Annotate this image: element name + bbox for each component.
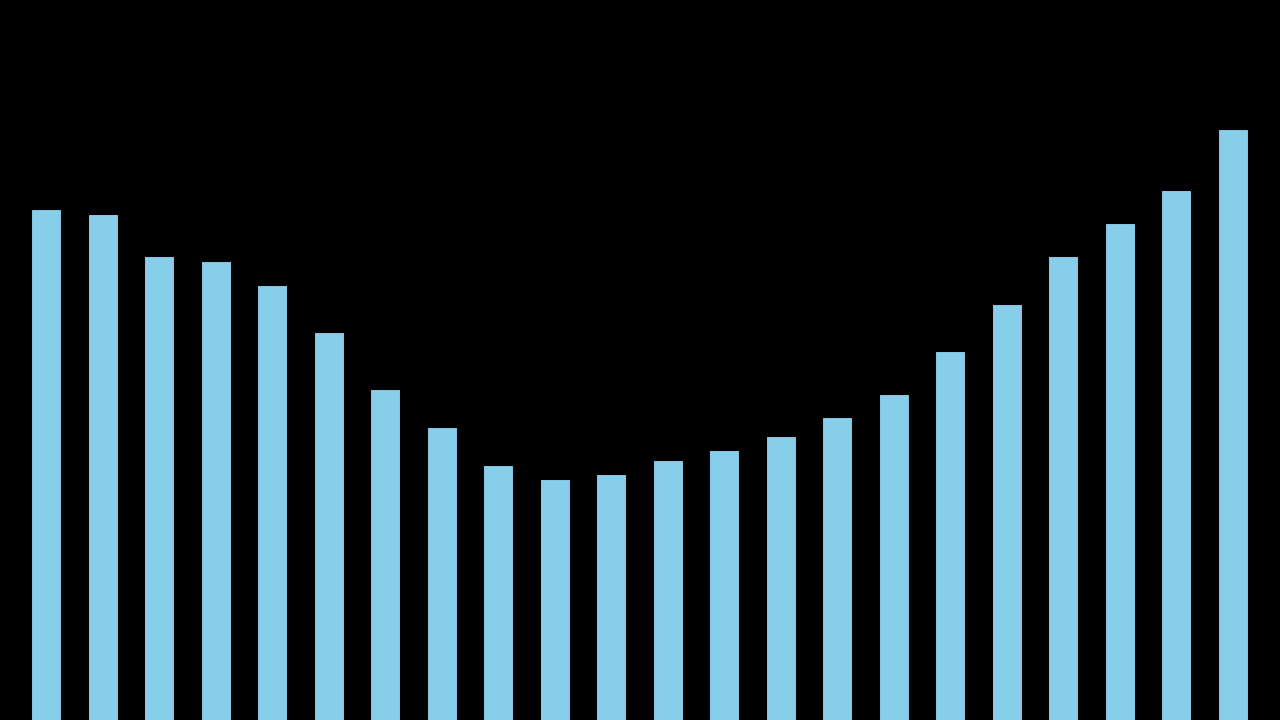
Bar xyxy=(596,474,627,720)
Bar xyxy=(1217,129,1249,720)
Bar xyxy=(822,417,854,720)
Bar xyxy=(257,284,288,720)
Bar xyxy=(879,394,910,720)
Bar xyxy=(370,389,401,720)
Bar xyxy=(87,214,119,720)
Bar xyxy=(709,450,740,720)
Bar xyxy=(1048,256,1079,720)
Bar xyxy=(31,209,63,720)
Bar xyxy=(145,256,175,720)
Bar xyxy=(426,427,458,720)
Bar xyxy=(936,351,966,720)
Bar xyxy=(314,332,344,720)
Bar xyxy=(540,479,571,720)
Bar xyxy=(765,436,796,720)
Bar xyxy=(201,261,232,720)
Bar xyxy=(1105,223,1135,720)
Bar xyxy=(992,304,1023,720)
Bar xyxy=(653,460,684,720)
Bar xyxy=(1161,190,1193,720)
Bar xyxy=(483,464,515,720)
